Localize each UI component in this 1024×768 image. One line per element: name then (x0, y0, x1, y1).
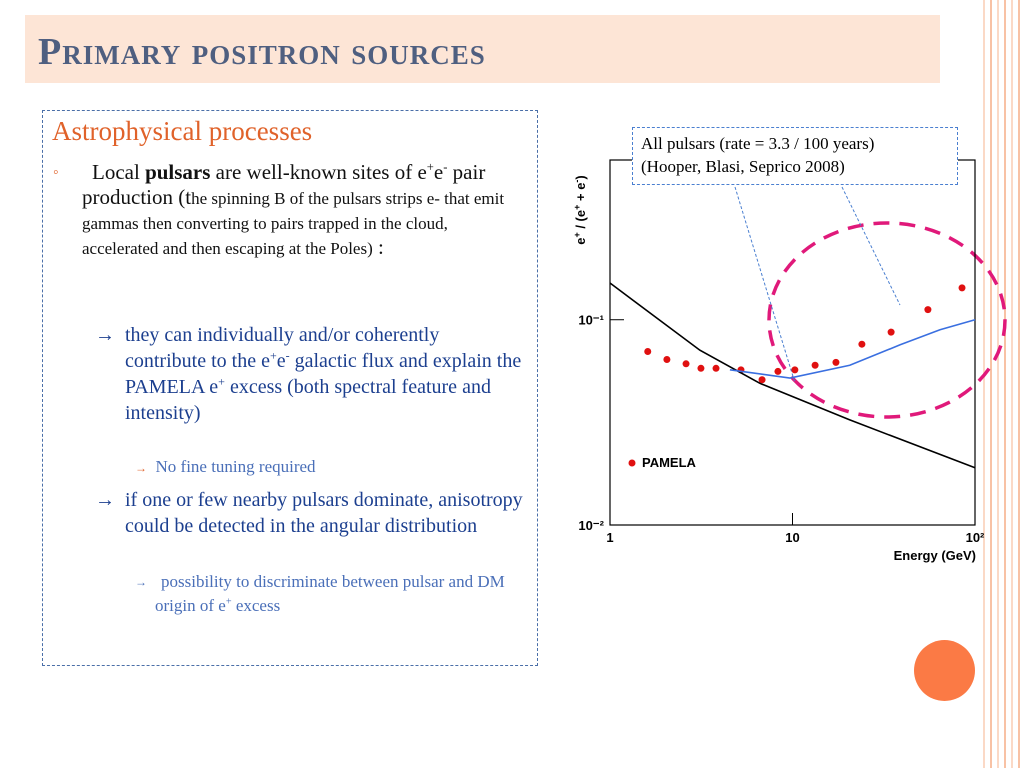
data-point (712, 364, 720, 372)
text: e (433, 160, 444, 184)
y-tick-label: 10⁻¹ (578, 313, 604, 328)
highlight-ellipse (767, 221, 1007, 419)
data-point (832, 358, 840, 366)
data-point (887, 328, 895, 336)
y-axis-label: e+ / (e+ + e-) (572, 175, 588, 245)
callout: All pulsars (rate = 3.3 / 100 years) (Ho… (632, 127, 958, 185)
text: - (285, 348, 290, 363)
data-point (682, 360, 690, 368)
sub-bullet: → they can individually and/or coherentl… (95, 324, 522, 424)
title-bar (25, 15, 940, 83)
data-point (791, 366, 799, 374)
text: are well-known sites of e (210, 160, 427, 184)
data-point (958, 284, 966, 292)
text: they can individually and/or coherently … (125, 324, 440, 372)
text: excess (both spectral feature and intens… (125, 376, 491, 424)
text: + (572, 205, 582, 210)
callout-text: (Hooper, Blasi, Seprico 2008) (641, 157, 845, 176)
heading: Astrophysical processes (52, 116, 313, 146)
x-tick-label: 10 (785, 530, 799, 545)
sub-sub-bullet: → No fine tuning required (135, 457, 316, 476)
text: - (443, 160, 448, 174)
text: : (372, 235, 384, 259)
callout-line (734, 186, 796, 384)
text: + e (573, 183, 588, 205)
slide-title: Primary positron sources (38, 31, 486, 73)
text: - (572, 180, 582, 183)
stripes (983, 0, 1024, 768)
data-point (811, 361, 819, 369)
curve (609, 282, 976, 469)
sub-sub-bullet: → possibility to discriminate between pu… (135, 572, 505, 615)
text: pair production (t (82, 160, 486, 209)
text: / (e (573, 210, 588, 232)
text: excess (231, 596, 281, 615)
callout-line (841, 186, 901, 306)
data-point (663, 356, 671, 364)
data-point (858, 340, 866, 348)
text: ) (573, 175, 588, 179)
data-point (924, 306, 932, 314)
text-panel (42, 110, 538, 666)
x-tick-label: 10² (966, 530, 985, 545)
text: possibility to discriminate between puls… (155, 572, 505, 615)
text: + (225, 596, 232, 608)
y-tick-label: 10⁻² (578, 518, 604, 533)
data-point (644, 348, 652, 356)
text: e (573, 238, 588, 245)
text: galactic flux and explain the PAMELA e (125, 350, 522, 398)
text: he spinning B of the pulsars strips e- t… (82, 189, 505, 258)
legend-label: PAMELA (642, 455, 697, 470)
plot-frame (609, 159, 976, 526)
legend-marker (628, 459, 636, 467)
decor-circle (914, 640, 975, 701)
data-point (758, 376, 766, 384)
curve (729, 318, 976, 379)
x-axis-label: Energy (GeV) (894, 548, 976, 563)
data-point (774, 367, 782, 375)
callout-text: All pulsars (rate = 3.3 / 100 years) (641, 134, 875, 153)
text: + (218, 374, 225, 389)
bullet: ◦ Local pulsars are well-known sites of … (53, 160, 505, 259)
x-tick-label: 1 (606, 530, 613, 545)
text: No fine tuning required (155, 457, 316, 476)
text: Local (92, 160, 146, 184)
text: + (426, 160, 434, 174)
text: + (269, 348, 277, 363)
data-point (697, 364, 705, 372)
sub-bullet: → if one or few nearby pulsars dominate,… (95, 489, 523, 537)
text: e (276, 350, 286, 372)
text: pulsars (145, 160, 211, 184)
text: + (572, 232, 582, 237)
text: if one or few nearby pulsars dominate, a… (125, 489, 523, 537)
